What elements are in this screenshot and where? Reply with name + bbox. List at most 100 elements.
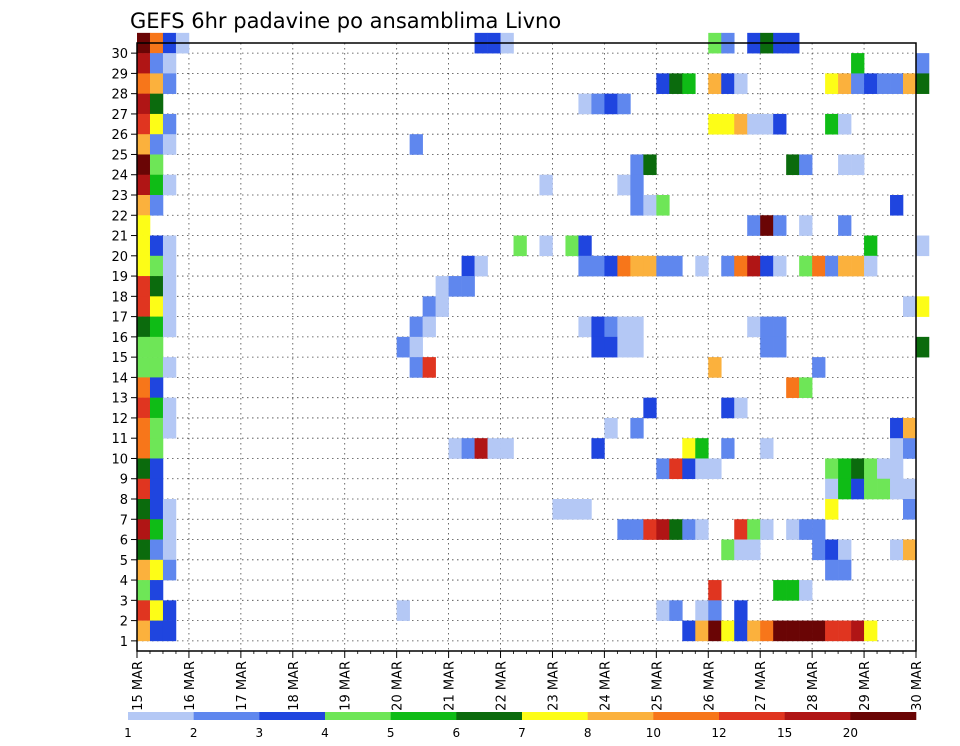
y-tick-label: 16: [111, 331, 128, 346]
heatmap-cell: [695, 519, 709, 540]
heatmap-cell: [162, 134, 177, 155]
heatmap-cell: [617, 316, 631, 338]
heatmap-cell: [669, 255, 683, 277]
y-tick-label: 8: [120, 493, 128, 508]
heatmap-cell: [864, 478, 878, 500]
color-legend: 1 2 3 4 5 6 7 8 10 12 15 20: [124, 712, 917, 740]
heatmap-cell: [825, 113, 839, 135]
heatmap-cell: [851, 255, 865, 277]
heatmap-cell: [890, 195, 904, 216]
heatmap-cell: [422, 316, 436, 338]
x-tick-label: 22 MAR: [495, 661, 510, 711]
heatmap-cell: [877, 458, 891, 480]
heatmap-cell: [422, 357, 436, 378]
heatmap-cell: [162, 255, 177, 277]
heatmap-cell: [149, 73, 164, 94]
legend-color-swatch: [325, 712, 391, 720]
heatmap-cell: [137, 195, 151, 216]
heatmap-cell: [734, 397, 748, 419]
heatmap-cell: [747, 620, 761, 642]
heatmap-cell: [669, 519, 683, 540]
heatmap-cell: [162, 73, 177, 94]
heatmap-cell: [137, 438, 151, 459]
heatmap-cell: [162, 519, 177, 540]
heatmap-cell: [903, 417, 917, 439]
legend-label: 4: [321, 726, 329, 740]
heatmap-cell: [513, 235, 527, 257]
heatmap-cell: [864, 255, 878, 277]
x-tick-label: 25 MAR: [650, 661, 665, 711]
heatmap-cell: [149, 620, 164, 642]
heatmap-cell: [812, 539, 826, 561]
heatmap-cell: [617, 336, 631, 358]
heatmap-cell: [474, 438, 488, 459]
heatmap-cell: [708, 580, 722, 601]
y-tick-label: 20: [111, 250, 128, 265]
heatmap-cell: [137, 336, 151, 358]
heatmap-cell: [747, 113, 761, 135]
x-tick-label: 20 MAR: [391, 661, 406, 711]
heatmap-cell: [409, 134, 423, 155]
heatmap-cell: [708, 458, 722, 480]
heatmap-cell: [162, 357, 177, 378]
heatmap-cell: [137, 519, 151, 540]
x-tick-label: 23 MAR: [546, 661, 561, 711]
heatmap-cell: [604, 336, 618, 358]
heatmap-cell: [682, 458, 696, 480]
heatmap-cell: [162, 559, 177, 581]
heatmap-cell: [656, 255, 670, 277]
legend-label: 6: [453, 726, 461, 740]
heatmap-cell: [149, 255, 164, 277]
heatmap-cell: [864, 458, 878, 480]
heatmap-cell: [760, 336, 774, 358]
heatmap-cell: [461, 438, 475, 459]
y-tick-label: 27: [111, 108, 128, 123]
heatmap-cell: [137, 580, 151, 601]
y-tick-label: 22: [111, 209, 128, 224]
grid-layer: [137, 43, 916, 651]
legend-label: 12: [711, 726, 726, 740]
heatmap-cell: [903, 296, 917, 317]
y-tick-label: 12: [111, 412, 128, 427]
heatmap-cell: [682, 73, 696, 94]
y-tick-label: 5: [120, 554, 128, 569]
y-tick-label: 21: [111, 230, 128, 245]
heatmap-cell: [396, 600, 410, 621]
heatmap-cell: [799, 255, 813, 277]
x-tick-label: 29 MAR: [858, 661, 873, 711]
heatmap-cell: [799, 580, 813, 601]
heatmap-cell: [137, 316, 151, 338]
heatmap-cell: [149, 53, 164, 74]
heatmap-cell: [708, 620, 722, 642]
heatmap-cell: [747, 539, 761, 561]
heatmap-cell: [812, 357, 826, 378]
heatmap-cell: [890, 438, 904, 459]
heatmap-cell: [149, 113, 164, 135]
heatmap-cell: [721, 397, 735, 419]
heatmap-cell: [825, 478, 839, 500]
legend-color-swatch: [587, 712, 654, 720]
heatmap-cell: [162, 53, 177, 74]
heatmap-cell: [162, 620, 177, 642]
y-tick-label: 19: [111, 270, 128, 285]
heatmap-cell: [137, 53, 151, 74]
heatmap-cell: [825, 559, 839, 581]
heatmap-cell: [812, 620, 826, 642]
heatmap-cell: [630, 195, 644, 216]
heatmap-cell: [734, 73, 748, 94]
legend-color-swatch: [259, 712, 326, 720]
heatmap-cell: [617, 174, 631, 196]
heatmap-cell: [825, 539, 839, 561]
heatmap-cell: [890, 417, 904, 439]
heatmap-cell: [137, 620, 151, 642]
heatmap-cell: [591, 316, 605, 338]
heatmap-cell: [721, 438, 735, 459]
heatmap-cell: [786, 580, 800, 601]
y-tick-label: 6: [120, 534, 128, 549]
heatmap-cell: [149, 336, 164, 358]
y-tick-label: 14: [111, 371, 128, 386]
heatmap-cell: [760, 255, 774, 277]
heatmap-cell: [149, 397, 164, 419]
heatmap-cell: [137, 93, 151, 115]
heatmap-cell: [137, 296, 151, 317]
